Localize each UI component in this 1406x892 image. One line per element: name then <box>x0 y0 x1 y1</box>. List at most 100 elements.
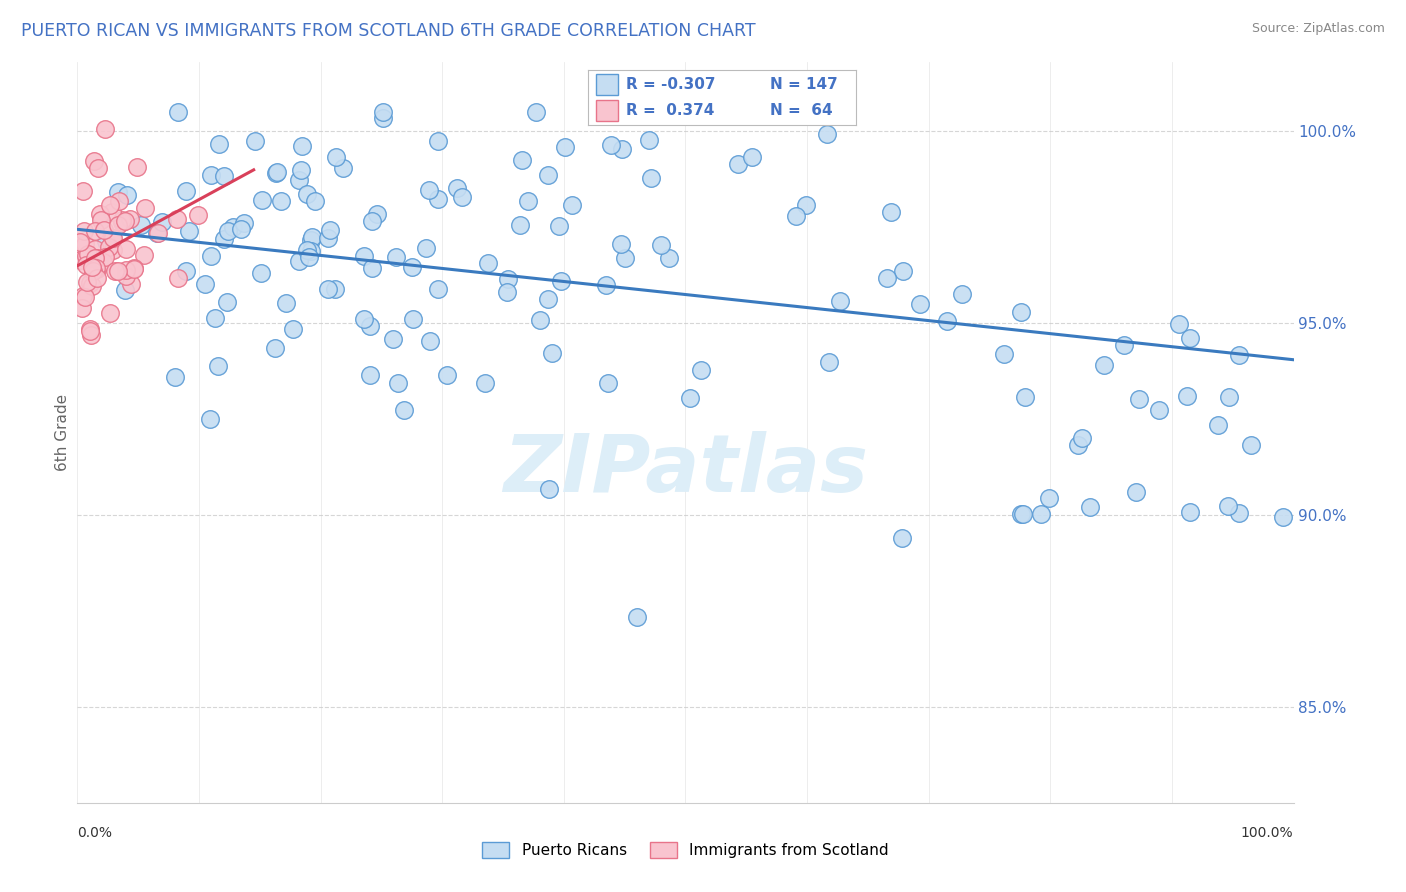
Point <box>94 234 117 248</box>
Point <box>69 252 91 267</box>
Point <box>75 258 97 272</box>
Point <box>166 211 188 226</box>
Point <box>366 207 388 221</box>
Legend: Puerto Ricans, Immigrants from Scotland: Puerto Ricans, Immigrants from Scotland <box>482 842 889 858</box>
Point <box>86 251 108 265</box>
Point <box>288 253 311 268</box>
Point <box>174 264 197 278</box>
Point <box>200 249 222 263</box>
Point <box>114 214 136 228</box>
Point <box>84 261 107 276</box>
Point <box>537 292 560 306</box>
Point <box>610 142 633 156</box>
Point <box>222 220 245 235</box>
Y-axis label: 6th Grade: 6th Grade <box>55 394 70 471</box>
Point <box>72 184 94 198</box>
Point <box>371 111 394 125</box>
Point <box>217 224 239 238</box>
Point <box>1011 508 1033 522</box>
Point <box>1112 338 1135 352</box>
Point <box>1178 505 1201 519</box>
Point <box>385 250 408 264</box>
Point <box>111 215 134 229</box>
Point <box>107 185 129 199</box>
Point <box>72 224 94 238</box>
Point <box>426 193 449 207</box>
Point <box>319 223 342 237</box>
Point <box>610 237 633 252</box>
Point <box>402 312 425 326</box>
Point <box>122 262 145 277</box>
Point <box>689 363 711 377</box>
Point <box>115 187 138 202</box>
Point <box>80 260 103 274</box>
Point <box>75 249 97 263</box>
Point <box>1014 390 1036 404</box>
Point <box>111 212 134 227</box>
Point <box>561 198 583 212</box>
Point <box>250 194 273 208</box>
Point <box>1125 484 1147 499</box>
Point <box>79 276 101 290</box>
Point <box>207 359 229 373</box>
Point <box>72 289 94 303</box>
Point <box>70 301 93 315</box>
Point <box>446 181 468 195</box>
Point <box>304 194 326 208</box>
Point <box>596 376 619 390</box>
Point <box>876 271 898 285</box>
Point <box>76 275 98 289</box>
Point <box>387 376 409 391</box>
Point <box>1216 500 1239 514</box>
Point <box>125 160 148 174</box>
Point <box>908 297 931 311</box>
Point <box>1218 391 1240 405</box>
Point <box>215 295 238 310</box>
Point <box>75 290 97 304</box>
Text: Source: ZipAtlas.com: Source: ZipAtlas.com <box>1251 22 1385 36</box>
Point <box>174 184 197 198</box>
Point <box>288 173 311 187</box>
Point <box>1010 507 1032 521</box>
Point <box>785 209 807 223</box>
Point <box>496 285 519 300</box>
Point <box>134 201 156 215</box>
Point <box>86 271 108 285</box>
Point <box>727 157 749 171</box>
Point <box>509 218 531 232</box>
Point <box>120 277 142 292</box>
Point <box>291 139 314 153</box>
Point <box>118 212 141 227</box>
Point <box>69 235 91 249</box>
Point <box>86 262 108 277</box>
Point <box>325 282 347 296</box>
Point <box>1128 392 1150 406</box>
Point <box>104 264 127 278</box>
Point <box>741 150 763 164</box>
Point <box>90 213 112 227</box>
Point <box>94 122 117 136</box>
Point <box>547 219 569 234</box>
Point <box>87 161 110 176</box>
Point <box>214 232 236 246</box>
Point <box>935 313 957 327</box>
Point <box>316 230 339 244</box>
Point <box>353 249 375 263</box>
Point <box>295 186 318 201</box>
Point <box>146 226 169 240</box>
Point <box>1067 438 1090 452</box>
Point <box>626 610 648 624</box>
Point <box>426 135 449 149</box>
Point <box>165 370 187 384</box>
Point <box>77 247 100 261</box>
Point <box>529 313 551 327</box>
Text: 0.0%: 0.0% <box>77 826 112 839</box>
Point <box>89 254 111 268</box>
Point <box>325 150 347 164</box>
Point <box>382 332 405 346</box>
Point <box>89 207 111 221</box>
Point <box>550 274 572 288</box>
Point <box>1272 509 1295 524</box>
Point <box>436 368 458 383</box>
Point <box>353 312 375 326</box>
